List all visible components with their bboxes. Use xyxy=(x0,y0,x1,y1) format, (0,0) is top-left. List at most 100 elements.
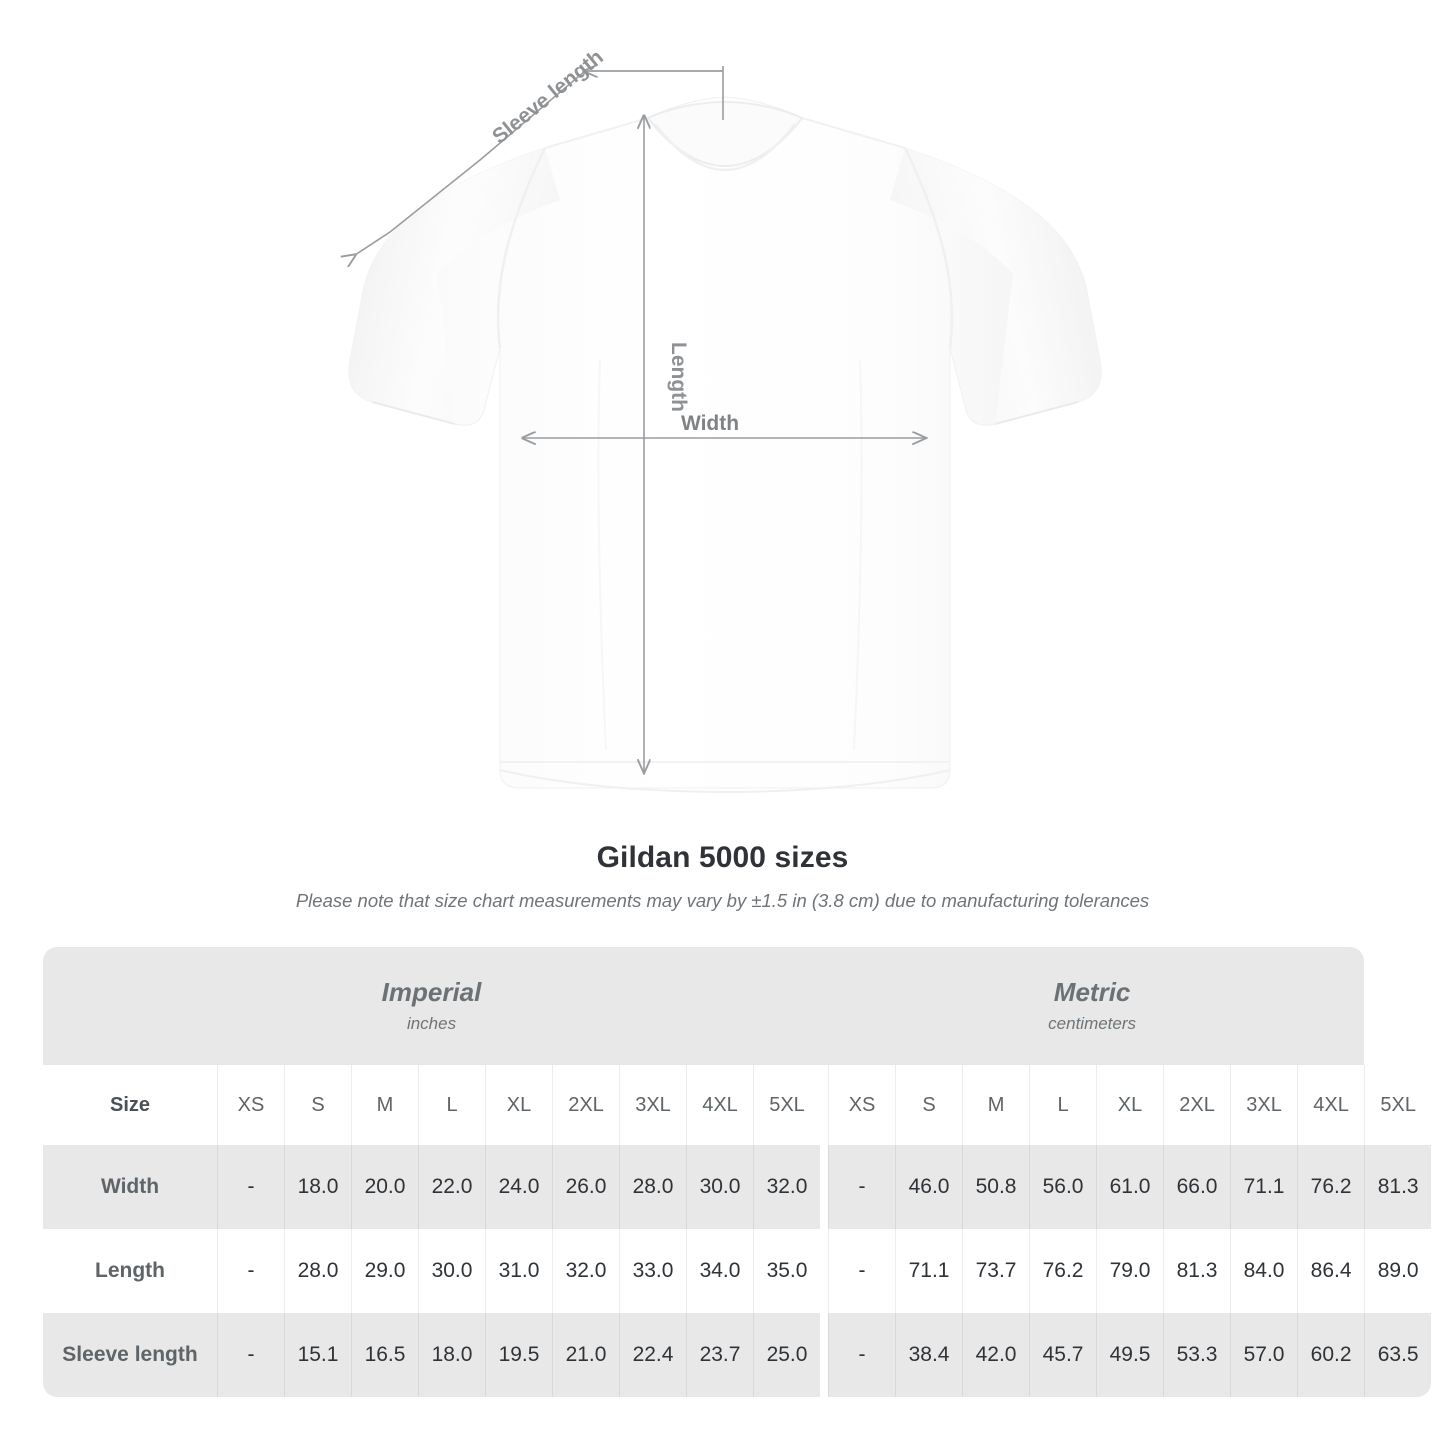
tshirt-measurement-diagram: Sleeve length Length Width xyxy=(0,45,1102,794)
cell-length-metric-2xl: 81.3 xyxy=(1163,1229,1231,1313)
col-header-imperial-m: M xyxy=(351,1065,418,1145)
cell-sleeve-imperial-m: 16.5 xyxy=(351,1313,418,1397)
cell-sleeve-metric-xs: - xyxy=(828,1313,896,1397)
cell-sleeve-metric-s: 38.4 xyxy=(895,1313,963,1397)
cell-length-imperial-3xl: 33.0 xyxy=(619,1229,686,1313)
cell-width-imperial-3xl: 28.0 xyxy=(619,1145,686,1229)
cell-width-metric-5xl: 81.3 xyxy=(1364,1145,1432,1229)
page-title: Gildan 5000 sizes xyxy=(596,841,849,874)
cell-width-metric-2xl: 66.0 xyxy=(1163,1145,1231,1229)
row-label-length: Length xyxy=(43,1229,217,1313)
size-header-row: Size XS S M L XL 2XL 3XL 4XL 5XL XS S M … xyxy=(43,1065,1432,1145)
col-header-imperial-4xl: 4XL xyxy=(686,1065,753,1145)
section-gap xyxy=(820,1065,829,1145)
cell-length-imperial-m: 29.0 xyxy=(351,1229,418,1313)
col-header-imperial-s: S xyxy=(284,1065,351,1145)
cell-width-imperial-xs: - xyxy=(217,1145,284,1229)
cell-length-imperial-s: 28.0 xyxy=(284,1229,351,1313)
cell-width-metric-s: 46.0 xyxy=(895,1145,963,1229)
imperial-sub: inches xyxy=(406,1014,457,1034)
cell-length-metric-xs: - xyxy=(828,1229,896,1313)
col-header-metric-xs: XS xyxy=(828,1065,896,1145)
cell-width-imperial-2xl: 26.0 xyxy=(552,1145,619,1229)
cell-length-imperial-5xl: 35.0 xyxy=(753,1229,821,1313)
width-label: Width xyxy=(681,412,739,435)
col-header-imperial-2xl: 2XL xyxy=(552,1065,619,1145)
col-header-metric-xl: XL xyxy=(1096,1065,1164,1145)
tolerance-note: Please note that size chart measurements… xyxy=(295,890,1150,911)
sleeve-length-label: Sleeve length xyxy=(488,45,608,148)
cell-sleeve-metric-3xl: 57.0 xyxy=(1230,1313,1298,1397)
table-row-width: Width - 18.0 20.0 22.0 24.0 26.0 28.0 30… xyxy=(43,1145,1432,1229)
col-header-imperial-5xl: 5XL xyxy=(753,1065,821,1145)
cell-length-metric-l: 76.2 xyxy=(1029,1229,1097,1313)
col-header-imperial-3xl: 3XL xyxy=(619,1065,686,1145)
length-label: Length xyxy=(667,342,690,412)
metric-name: Metric xyxy=(1053,977,1131,1008)
title-block: Gildan 5000 sizes Please note that size … xyxy=(0,840,1445,912)
cell-length-imperial-2xl: 32.0 xyxy=(552,1229,619,1313)
size-table-wrapper: Imperial inches Metric centimeters Size … xyxy=(43,947,1432,1397)
cell-length-metric-s: 71.1 xyxy=(895,1229,963,1313)
col-header-metric-5xl: 5XL xyxy=(1364,1065,1432,1145)
cell-sleeve-metric-4xl: 60.2 xyxy=(1297,1313,1365,1397)
cell-width-imperial-xl: 24.0 xyxy=(485,1145,552,1229)
cell-width-metric-4xl: 76.2 xyxy=(1297,1145,1365,1229)
col-header-imperial-l: L xyxy=(418,1065,485,1145)
cell-length-metric-xl: 79.0 xyxy=(1096,1229,1164,1313)
table-row-length: Length - 28.0 29.0 30.0 31.0 32.0 33.0 3… xyxy=(43,1229,1432,1313)
cell-width-metric-3xl: 71.1 xyxy=(1230,1145,1298,1229)
cell-width-imperial-m: 20.0 xyxy=(351,1145,418,1229)
cell-sleeve-imperial-2xl: 21.0 xyxy=(552,1313,619,1397)
cell-length-imperial-4xl: 34.0 xyxy=(686,1229,753,1313)
table-row-sleeve-length: Sleeve length - 15.1 16.5 18.0 19.5 21.0… xyxy=(43,1313,1432,1397)
tshirt-illustration xyxy=(348,96,1102,794)
size-label: Size xyxy=(43,1065,217,1145)
cell-width-metric-xs: - xyxy=(828,1145,896,1229)
cell-sleeve-imperial-5xl: 25.0 xyxy=(753,1313,821,1397)
cell-length-metric-4xl: 86.4 xyxy=(1297,1229,1365,1313)
cell-length-metric-m: 73.7 xyxy=(962,1229,1030,1313)
section-gap xyxy=(820,1313,829,1397)
cell-length-imperial-xl: 31.0 xyxy=(485,1229,552,1313)
cell-width-imperial-l: 22.0 xyxy=(418,1145,485,1229)
cell-sleeve-metric-xl: 49.5 xyxy=(1096,1313,1164,1397)
cell-sleeve-metric-5xl: 63.5 xyxy=(1364,1313,1432,1397)
col-header-imperial-xs: XS xyxy=(217,1065,284,1145)
col-header-metric-s: S xyxy=(895,1065,963,1145)
cell-sleeve-metric-m: 42.0 xyxy=(962,1313,1030,1397)
unit-banner-row: Imperial inches Metric centimeters xyxy=(43,947,1431,1065)
cell-length-metric-5xl: 89.0 xyxy=(1364,1229,1432,1313)
cell-sleeve-imperial-3xl: 22.4 xyxy=(619,1313,686,1397)
imperial-name: Imperial xyxy=(381,977,482,1008)
row-label-width: Width xyxy=(43,1145,217,1229)
cell-sleeve-imperial-s: 15.1 xyxy=(284,1313,351,1397)
col-header-metric-2xl: 2XL xyxy=(1163,1065,1231,1145)
cell-width-metric-xl: 61.0 xyxy=(1096,1145,1164,1229)
col-header-metric-4xl: 4XL xyxy=(1297,1065,1365,1145)
cell-sleeve-imperial-xs: - xyxy=(217,1313,284,1397)
cell-width-imperial-5xl: 32.0 xyxy=(753,1145,821,1229)
col-header-metric-3xl: 3XL xyxy=(1230,1065,1298,1145)
size-chart-table: Imperial inches Metric centimeters Size … xyxy=(43,947,1432,1397)
metric-sub: centimeters xyxy=(1048,1014,1137,1034)
cell-sleeve-imperial-xl: 19.5 xyxy=(485,1313,552,1397)
cell-length-metric-3xl: 84.0 xyxy=(1230,1229,1298,1313)
cell-length-imperial-xs: - xyxy=(217,1229,284,1313)
cell-width-imperial-4xl: 30.0 xyxy=(686,1145,753,1229)
sleeve-length-line xyxy=(355,70,723,255)
imperial-section-header: Imperial inches xyxy=(43,947,821,1065)
col-header-metric-m: M xyxy=(962,1065,1030,1145)
section-gap xyxy=(820,1145,829,1229)
col-header-metric-l: L xyxy=(1029,1065,1097,1145)
metric-section-header: Metric centimeters xyxy=(820,947,1365,1065)
cell-length-imperial-l: 30.0 xyxy=(418,1229,485,1313)
row-label-sleeve-length: Sleeve length xyxy=(43,1313,217,1397)
cell-sleeve-imperial-4xl: 23.7 xyxy=(686,1313,753,1397)
col-header-imperial-xl: XL xyxy=(485,1065,552,1145)
cell-width-metric-m: 50.8 xyxy=(962,1145,1030,1229)
cell-sleeve-imperial-l: 18.0 xyxy=(418,1313,485,1397)
measurement-lines xyxy=(355,66,925,772)
cell-sleeve-metric-2xl: 53.3 xyxy=(1163,1313,1231,1397)
